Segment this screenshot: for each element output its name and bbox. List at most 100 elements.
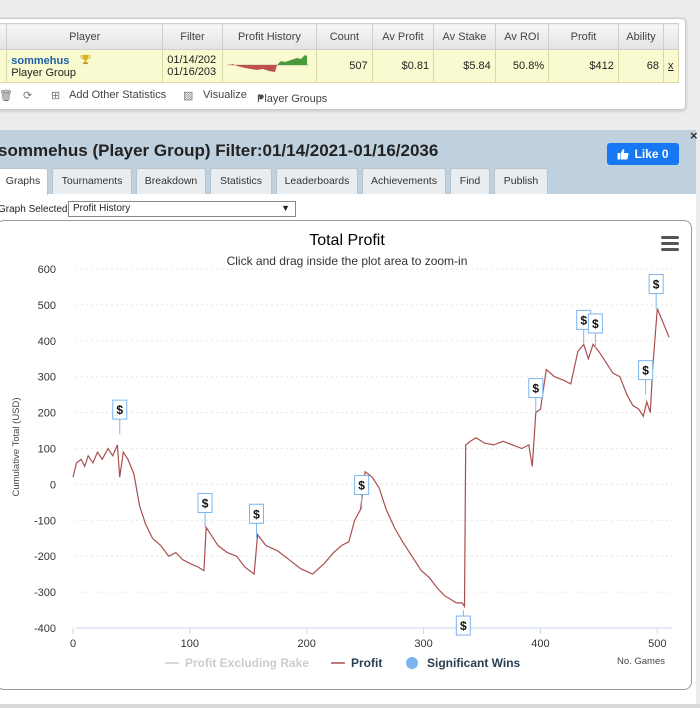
graph-selected-label: Graph Selected: xyxy=(0,204,71,215)
flag-box xyxy=(638,360,654,381)
y-tick-label: 300 xyxy=(38,372,56,384)
col-header-player[interactable]: Player xyxy=(6,23,164,50)
col-header-av-profit[interactable]: Av Profit xyxy=(371,23,435,50)
remove-cell: x xyxy=(663,49,679,83)
col-header-profit[interactable]: Profit xyxy=(548,23,619,50)
profit-history-sparkline[interactable] xyxy=(226,53,309,77)
legend-item-rake[interactable]: Profit Excluding Rake xyxy=(165,656,309,670)
y-tick-label: -400 xyxy=(34,623,56,635)
tab-statistics[interactable]: Statistics xyxy=(210,168,272,194)
x-axis-label: No. Games xyxy=(617,656,665,667)
flag-label: $ xyxy=(642,364,649,378)
player-name-link[interactable]: sommehus xyxy=(11,54,70,67)
stats-panel: Player Filter Profit History Count Av Pr… xyxy=(0,18,686,110)
significant-win-flag[interactable]: $ xyxy=(354,475,370,510)
profit-cell: $412 xyxy=(548,49,619,83)
col-header-profit-history[interactable]: Profit History xyxy=(221,23,318,50)
stats-table: Player Filter Profit History Count Av Pr… xyxy=(0,23,679,83)
tab-graphs[interactable]: Graphs xyxy=(0,168,48,195)
flag-box xyxy=(528,378,544,399)
av-profit-cell: $0.81 xyxy=(371,49,435,83)
col-header-av-stake[interactable]: Av Stake xyxy=(433,23,496,50)
significant-win-flag[interactable]: $ xyxy=(587,313,603,348)
flag-label: $ xyxy=(592,317,599,331)
significant-win-flag[interactable]: $ xyxy=(248,503,264,539)
col-header-ability[interactable]: Ability xyxy=(617,23,665,50)
filter-cell: 01/14/202 01/16/203 xyxy=(162,49,223,83)
bottom-divider xyxy=(0,704,700,708)
row-select-cell[interactable] xyxy=(0,49,8,83)
visualize-icon[interactable]: ▨ xyxy=(183,90,194,102)
refresh-icon[interactable]: ⟳ xyxy=(23,90,33,102)
flag-label: $ xyxy=(202,496,209,510)
x-tick-label: 500 xyxy=(648,638,666,650)
add-other-statistics-button[interactable]: Add Other Statistics xyxy=(69,89,167,101)
flag-box xyxy=(648,273,664,294)
legend-rake-label: Profit Excluding Rake xyxy=(185,656,309,670)
player-cell: sommehus Player Group xyxy=(6,49,164,83)
player-groups-label: Player Groups xyxy=(257,93,328,105)
thumbs-up-icon xyxy=(617,149,630,160)
legend-item-significant-wins[interactable]: Significant Wins xyxy=(406,656,521,670)
col-header-filter[interactable]: Filter xyxy=(162,23,223,50)
col-header-count[interactable]: Count xyxy=(316,23,373,50)
significant-wins-flags: $ $ $ $ $ $ $ $ $ $ xyxy=(112,273,664,636)
significant-win-flag[interactable]: $ xyxy=(455,610,471,636)
remove-row-button[interactable]: x xyxy=(668,60,674,72)
profit-line xyxy=(72,308,670,609)
x-tick-label: 400 xyxy=(531,638,549,650)
x-tick-label: 0 xyxy=(70,638,76,650)
y-tick-label: -300 xyxy=(34,587,56,599)
filter-to: 01/16/203 xyxy=(167,66,217,78)
flag-box xyxy=(197,492,213,513)
chart-menu-icon[interactable] xyxy=(661,236,679,251)
y-tick-label: 100 xyxy=(38,444,56,456)
flag-label: $ xyxy=(116,403,123,417)
av-roi-cell: 50.8% xyxy=(494,49,550,83)
significant-win-flag[interactable]: $ xyxy=(528,378,544,413)
significant-win-flag[interactable]: $ xyxy=(638,360,654,395)
tab-achievements[interactable]: Achievements xyxy=(362,168,446,194)
stats-toolbar: 🗑 ⟳ ⊞ Add Other Statistics ▨ Visualize P… xyxy=(0,85,597,105)
chart-container: Total Profit Click and drag inside the p… xyxy=(0,220,692,690)
significant-win-flag[interactable]: $ xyxy=(648,273,664,309)
flag-label: $ xyxy=(253,507,260,521)
player-type-label: Player Group xyxy=(11,66,77,79)
add-statistics-icon[interactable]: ⊞ xyxy=(51,90,61,102)
y-axis-ticks: 600 500 400 300 200 100 0 -100 -200 -300 -400 xyxy=(34,264,56,635)
legend-profit-label: Profit xyxy=(351,656,382,670)
facebook-like-button[interactable]: Like 0 xyxy=(607,143,679,165)
legend-item-profit[interactable]: Profit xyxy=(331,656,382,670)
like-count-label: Like 0 xyxy=(634,147,669,161)
chart-title: Total Profit xyxy=(309,232,385,249)
col-header-av-roi[interactable]: Av ROI xyxy=(494,23,550,50)
profit-history-sparkline-cell[interactable] xyxy=(221,49,318,83)
profit-series xyxy=(72,308,670,609)
graph-select-value: Profit History xyxy=(73,203,131,214)
visualize-button[interactable]: Visualize xyxy=(203,89,247,101)
tab-leaderboards[interactable]: Leaderboards xyxy=(276,168,358,194)
graph-select-dropdown[interactable]: Profit History ▼ xyxy=(68,201,296,217)
y-axis-label: Cumulative Total (USD) xyxy=(11,397,22,496)
y-tick-label: 500 xyxy=(38,300,56,312)
flag-box xyxy=(455,615,471,636)
chart-subtitle: Click and drag inside the plot area to z… xyxy=(227,254,468,268)
dropdown-arrow-icon: ▼ xyxy=(281,203,290,213)
significant-win-flag[interactable]: $ xyxy=(197,492,213,528)
tab-publish[interactable]: Publish xyxy=(494,168,548,194)
tab-find[interactable]: Find xyxy=(450,168,490,194)
report-title: sommehus (Player Group) Filter:01/14/202… xyxy=(0,141,439,160)
tab-breakdown[interactable]: Breakdown xyxy=(136,168,206,194)
flag-label: $ xyxy=(358,479,365,493)
delete-icon[interactable]: 🗑 xyxy=(0,90,13,102)
flag-box xyxy=(248,503,264,524)
significant-win-flag[interactable]: $ xyxy=(112,399,128,435)
flag-label: $ xyxy=(653,277,660,291)
significant-win-flag[interactable]: $ xyxy=(576,309,592,345)
profit-chart[interactable]: Total Profit Click and drag inside the p… xyxy=(0,221,691,689)
tab-tournaments[interactable]: Tournaments xyxy=(52,168,132,194)
y-tick-label: -100 xyxy=(34,515,56,527)
flag-label: $ xyxy=(532,382,539,396)
close-report-button[interactable]: × xyxy=(690,128,698,143)
col-header-remove xyxy=(663,23,679,50)
